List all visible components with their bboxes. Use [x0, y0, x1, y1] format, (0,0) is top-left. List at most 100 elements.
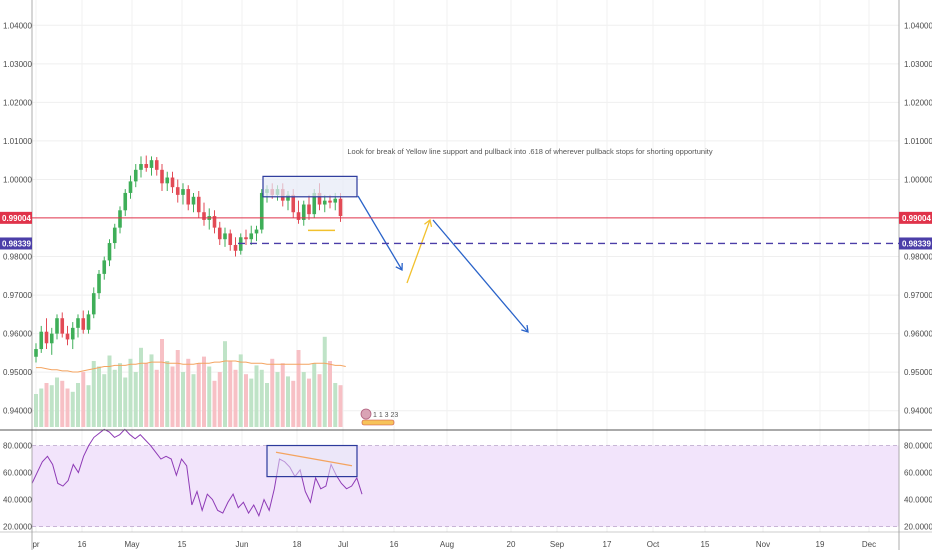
price-tag-right-bg: [899, 237, 932, 250]
y-tick-left: 0.97000: [3, 291, 32, 300]
candle-body: [70, 327, 75, 340]
volume-bar: [107, 355, 112, 427]
x-tick: 15: [701, 540, 710, 549]
rsi-line: [31, 428, 363, 518]
volume-bar: [112, 369, 117, 427]
candle-body: [223, 233, 227, 240]
volume-bar: [44, 383, 49, 427]
candle-body: [254, 229, 259, 234]
rsi-divergence-line: [275, 451, 353, 467]
x-tick: Jun: [236, 540, 249, 549]
candle-body: [86, 314, 91, 330]
volume-bar: [202, 356, 206, 427]
candle-body: [301, 204, 306, 220]
candle-body: [196, 196, 201, 213]
candle-body: [55, 318, 59, 334]
x-tick: Dec: [862, 540, 876, 549]
candlesticks: [34, 155, 343, 363]
volume-bar: [118, 363, 122, 427]
arrow-down-2: [432, 219, 529, 333]
y-tick-right: 0.94000: [904, 407, 932, 416]
x-tick: Aug: [440, 540, 454, 549]
candle-body: [249, 233, 254, 240]
volume-bar: [307, 378, 311, 427]
y-tick-right: 0.97000: [904, 291, 932, 300]
candle-body: [34, 349, 38, 357]
volume-bar: [102, 374, 107, 427]
volume-bar: [312, 363, 317, 427]
candle-body: [328, 200, 332, 203]
volume-bar: [322, 336, 327, 427]
volume-bar: [238, 354, 243, 427]
candle-body: [60, 318, 65, 334]
candle-body: [181, 189, 185, 195]
candle-body: [212, 216, 217, 228]
y-tick-right: 1.04000: [904, 21, 932, 30]
volume-bar: [81, 372, 86, 427]
volume-bar: [259, 369, 264, 427]
price-tag-right: 0.98339: [902, 239, 931, 248]
x-tick: 18: [293, 540, 302, 549]
volume-bar: [223, 341, 227, 427]
volume-bar: [170, 366, 175, 427]
volume-bar: [291, 380, 296, 427]
candle-body: [107, 243, 112, 261]
volume-bar: [86, 385, 91, 427]
volume-bar: [39, 388, 44, 427]
y-tick-right: 1.03000: [904, 60, 932, 69]
chart-annotation: Look for break of Yellow line support an…: [347, 147, 712, 156]
volume-bar: [49, 385, 54, 427]
volume-bar: [154, 369, 159, 427]
volume-bar: [338, 385, 343, 427]
candle-body: [312, 192, 317, 215]
volume-bar: [160, 339, 164, 427]
x-tick: 16: [390, 540, 399, 549]
candle-body: [160, 169, 164, 184]
candle-body: [338, 198, 343, 217]
consolidation-box: [262, 175, 358, 198]
rsi-tick-right: 40.0000: [904, 496, 932, 505]
y-tick-left: 0.95000: [3, 368, 32, 377]
volume-bar: [139, 347, 143, 427]
price-tag-left-bg: [0, 211, 32, 224]
candle-body: [333, 198, 338, 203]
candle-body: [91, 293, 96, 315]
chart-drawings[interactable]: 1 1 3 23: [262, 175, 529, 478]
x-tick: Nov: [756, 540, 770, 549]
price-tag-right-bg: [899, 211, 932, 224]
x-tick: May: [124, 540, 139, 549]
rsi-polyline: [31, 428, 363, 518]
event-marker: [361, 419, 395, 426]
candle-body: [186, 189, 191, 205]
candle-body: [112, 227, 117, 244]
y-tick-left: 0.94000: [3, 407, 32, 416]
volume-bar: [301, 372, 306, 427]
volume-bar: [244, 374, 248, 427]
volume-bar: [207, 366, 212, 427]
event-badge-text: 1 1 3 23: [373, 412, 398, 419]
volume-bar: [196, 363, 201, 427]
arrow-pullback: [406, 219, 431, 284]
x-tick: Sep: [550, 540, 565, 549]
volume-bar: [265, 383, 269, 427]
volume-bar: [55, 377, 59, 427]
candle-body: [259, 192, 264, 230]
rsi-tick-right: 60.0000: [904, 469, 932, 478]
volume-bar: [123, 377, 128, 427]
candle-body: [217, 227, 222, 240]
y-tick-left: 1.02000: [3, 98, 32, 107]
candle-body: [102, 260, 107, 274]
volume-bar: [254, 365, 259, 427]
volume-bar: [233, 369, 238, 427]
volume-bar: [149, 354, 154, 427]
arrow-pullback-head: [424, 218, 433, 227]
y-tick-left: 1.04000: [3, 21, 32, 30]
rsi-band-fill: [32, 445, 899, 527]
volume-bar: [317, 374, 322, 427]
candle-body: [165, 177, 170, 184]
rsi-tick-right: 20.0000: [904, 523, 932, 532]
candle-body: [149, 160, 154, 168]
candle-body: [175, 187, 180, 195]
rsi-tick-right: 80.0000: [904, 442, 932, 451]
